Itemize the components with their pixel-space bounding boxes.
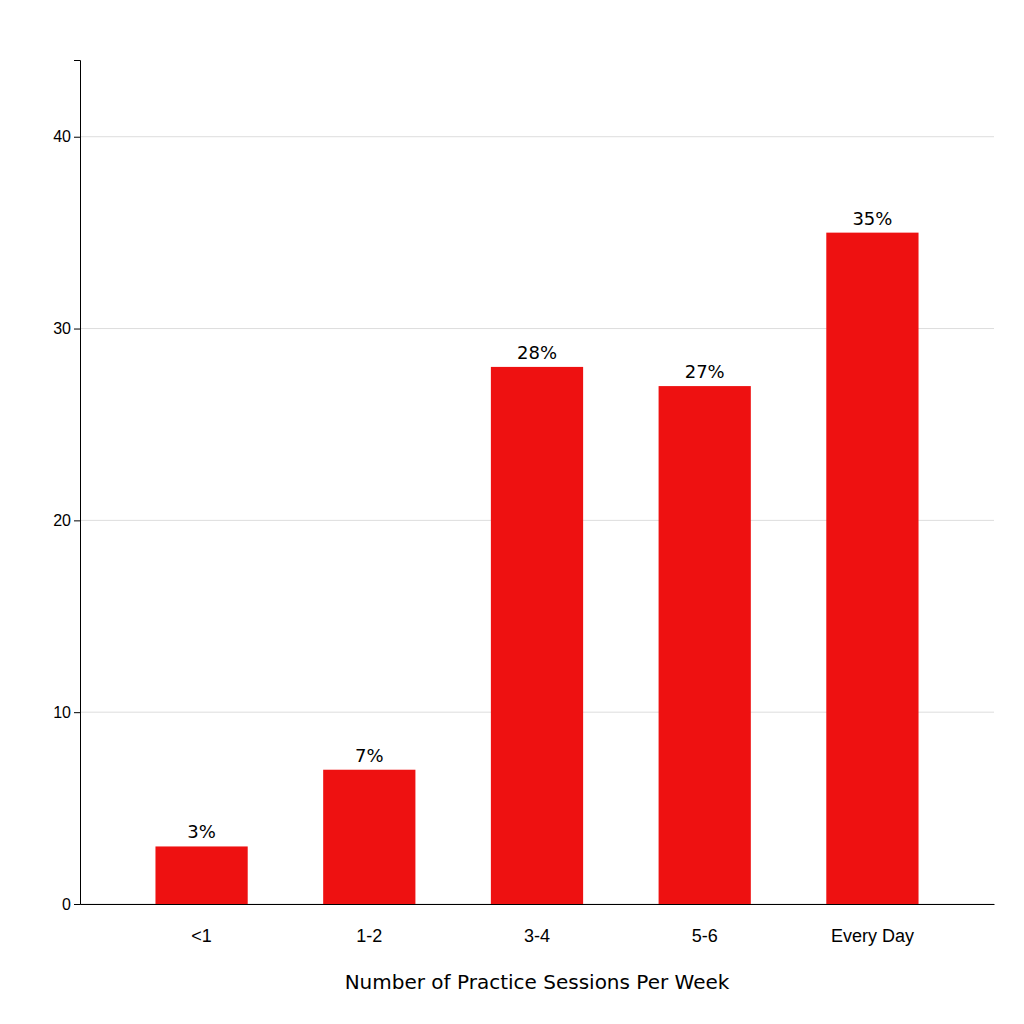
y-tick-label: 20 [53, 512, 71, 529]
y-tick-label: 0 [62, 896, 71, 913]
y-tick-label: 30 [53, 320, 71, 337]
x-tick-label: Every Day [831, 926, 914, 946]
x-tick: Every Day [831, 926, 914, 946]
x-tick: 5-6 [692, 926, 718, 946]
y-tick: 40 [53, 128, 80, 145]
x-axis-line [81, 904, 995, 905]
y-tick-mark [74, 520, 80, 521]
y-tick-mark [74, 712, 80, 713]
y-tick-mark [74, 137, 80, 138]
y-tick: 0 [62, 896, 80, 913]
grid [80, 137, 994, 904]
x-tick-label: 1-2 [356, 926, 382, 946]
y-tick: 30 [53, 320, 80, 337]
x-axis: <1 1-2 3-4 5-6 Every Day [81, 905, 995, 946]
grid-line [80, 136, 994, 137]
chart: 010203040<11-23-45-6Every Day3%7%28%27%3… [0, 0, 1024, 1024]
x-tick-label: 3-4 [524, 926, 550, 946]
y-tick-mark [74, 904, 80, 905]
x-tick: 1-2 [356, 926, 382, 946]
data-label: 7% [355, 745, 384, 766]
data-labels: 3% 7% 28% 27% 35% [187, 208, 892, 843]
bar [323, 770, 415, 904]
data-label: 3% [187, 821, 216, 842]
y-tick: 20 [53, 512, 80, 529]
data-label: 28% [517, 342, 557, 363]
y-tick-mark [74, 329, 80, 330]
bar [155, 846, 247, 904]
x-tick-label: 5-6 [692, 926, 718, 946]
x-axis-title: Number of Practice Sessions Per Week [345, 970, 730, 994]
data-label: 35% [852, 208, 892, 229]
bars [155, 233, 918, 904]
x-tick: <1 [191, 926, 212, 946]
bar [659, 386, 751, 904]
data-label: 27% [685, 361, 725, 382]
y-tick: 10 [53, 704, 80, 721]
y-axis-line [74, 61, 81, 905]
bar [826, 233, 918, 904]
bar [491, 367, 583, 904]
y-tick-label: 10 [53, 704, 71, 721]
plot-area: 010203040<11-23-45-6Every Day3%7%28%27%3… [53, 61, 994, 946]
x-tick: 3-4 [524, 926, 550, 946]
x-tick-label: <1 [191, 926, 212, 946]
y-tick-label: 40 [53, 128, 71, 145]
y-axis: 0 10 20 30 40 [53, 61, 80, 913]
